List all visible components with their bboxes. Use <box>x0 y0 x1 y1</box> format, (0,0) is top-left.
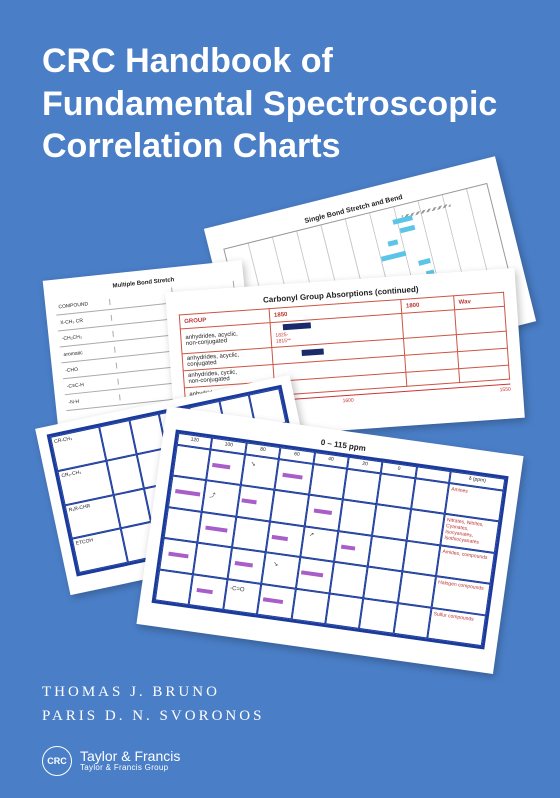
compound-label: -CHO <box>62 362 117 374</box>
structure-glyph: ↘ <box>273 561 279 569</box>
title-line-2: Fundamental Spectroscopic <box>42 83 530 126</box>
grid-cell <box>372 505 410 541</box>
author-1: THOMAS J. BRUNO <box>42 680 264 704</box>
grid-cell <box>377 473 415 509</box>
purple-bar <box>197 588 213 594</box>
grid-cell <box>164 507 202 543</box>
grid-cell <box>193 543 231 579</box>
axis-tick: 1600 <box>342 398 354 405</box>
book-title: CRC Handbook of Fundamental Spectroscopi… <box>42 40 530 168</box>
publisher-sub: Taylor & Francis Group <box>80 764 180 773</box>
crc-badge-icon: CRC <box>42 746 72 776</box>
grid-cell <box>411 478 449 514</box>
grid-cell: ↘ <box>240 454 278 490</box>
grid-cell <box>232 517 270 553</box>
sheet-nmr-large: 0 – 115 ppm 120100806040200δ (ppm)↘Amine… <box>136 406 523 674</box>
axis-tick: 1550 <box>500 387 512 394</box>
compound-class-label: Sulfur compounds <box>427 607 486 646</box>
absorption-bar <box>283 322 311 330</box>
compound-label: COMPOUND <box>55 298 110 310</box>
structure-glyph: ↘ <box>250 460 256 468</box>
grid-cell <box>198 512 236 548</box>
grid-cell <box>227 548 265 584</box>
grid-cell <box>189 574 227 610</box>
grid-cell <box>236 485 274 521</box>
compound-label: -CH₂CH₃ <box>59 330 114 342</box>
grid-cell: -C=O <box>223 579 261 615</box>
purple-bar <box>241 499 256 505</box>
grid-cell <box>359 598 397 634</box>
structure-glyph: ⤴ <box>209 490 216 500</box>
compound-label: X-CH₃ CR <box>57 314 112 326</box>
purple-bar <box>341 544 355 550</box>
grid-cell <box>406 509 444 545</box>
purple-bar <box>300 570 322 577</box>
title-line-1: CRC Handbook of <box>42 40 530 83</box>
grid-cell <box>402 540 440 576</box>
publisher-main: Taylor & Francis <box>80 749 180 764</box>
grid-cell <box>206 450 244 486</box>
author-2: PARIS D. N. SVORONOS <box>42 704 264 728</box>
grid-cell <box>159 538 197 574</box>
grid-cell <box>393 603 431 639</box>
grid-cell <box>343 469 381 505</box>
grid-cell <box>398 572 436 608</box>
grid-cell <box>368 536 406 572</box>
compound-label: -N-H <box>65 394 120 406</box>
grid-cell <box>295 557 333 593</box>
grid-cell <box>338 500 376 536</box>
cyan-bar <box>387 239 398 246</box>
purple-bar <box>263 597 283 604</box>
structure-glyph: -C=O <box>230 585 245 593</box>
grid-cell <box>155 569 193 605</box>
structure-glyph: ↗ <box>309 531 315 539</box>
chart-sheets-stack: Single Bond Stretch and Bend Multiple Bo… <box>0 200 560 650</box>
purple-bar <box>234 561 252 567</box>
cyan-bar <box>400 225 416 233</box>
carbonyl-table: GROUP18501800Wav anhydrides, acyclic, no… <box>179 292 510 403</box>
grid-cell <box>364 567 402 603</box>
grid-cell <box>309 464 347 500</box>
purple-bar <box>168 552 188 559</box>
purple-bar <box>313 509 331 515</box>
title-line-3: Correlation Charts <box>42 125 530 168</box>
compound-label: aromatic <box>60 346 115 358</box>
cyan-bar <box>392 215 413 225</box>
purple-bar <box>212 463 230 469</box>
purple-bar <box>272 535 288 541</box>
grid-cell: ↗ <box>300 526 338 562</box>
compound-label: -C≡C-H <box>64 378 119 390</box>
grid-cell: ↘ <box>261 552 299 588</box>
grid-cell <box>325 593 363 629</box>
cyan-bar <box>418 258 431 266</box>
grid-cell <box>275 459 313 495</box>
purple-bar <box>175 489 200 496</box>
grid-cell <box>291 588 329 624</box>
absorption-bar <box>302 348 324 356</box>
grid-cell <box>304 495 342 531</box>
grid-cell <box>168 476 206 512</box>
publisher-text: Taylor & Francis Taylor & Francis Group <box>80 749 180 773</box>
authors-block: THOMAS J. BRUNO PARIS D. N. SVORONOS <box>42 680 264 728</box>
purple-bar <box>282 473 302 480</box>
publisher-block: CRC Taylor & Francis Taylor & Francis Gr… <box>42 746 180 776</box>
grid-cell <box>329 562 367 598</box>
grid-cell <box>266 521 304 557</box>
grid-cell <box>334 531 372 567</box>
cyan-bar <box>381 251 406 262</box>
grid-cell <box>270 490 308 526</box>
purple-bar <box>206 525 228 532</box>
grid-cell <box>172 445 210 481</box>
grid-cell <box>257 583 295 619</box>
grid-cell: ⤴ <box>202 481 240 517</box>
